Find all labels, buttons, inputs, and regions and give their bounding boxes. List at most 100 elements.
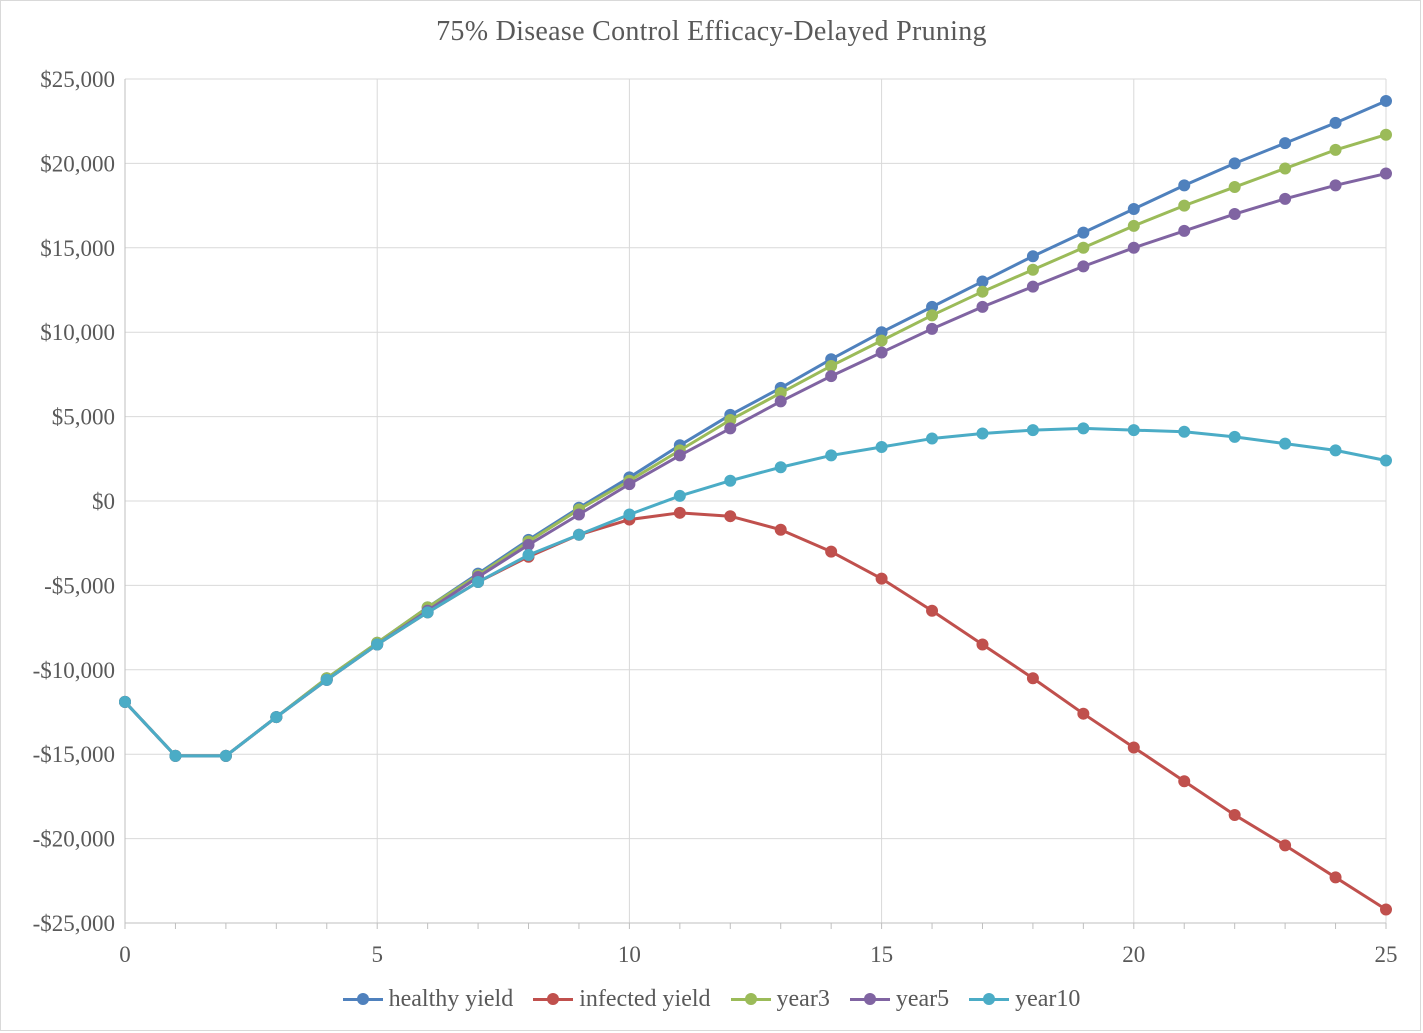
data-point	[926, 604, 939, 617]
data-point	[1178, 179, 1191, 192]
data-point	[1228, 808, 1241, 821]
data-point	[522, 549, 535, 562]
data-point	[219, 749, 232, 762]
data-point	[623, 508, 636, 521]
legend-item: year5	[849, 986, 949, 1013]
data-point	[1127, 202, 1140, 215]
legend-item: year10	[969, 986, 1080, 1013]
data-point	[1026, 280, 1039, 293]
data-point	[825, 545, 838, 558]
series-year5	[119, 167, 1392, 762]
data-point	[1127, 741, 1140, 754]
data-point	[926, 432, 939, 445]
y-tick-label: $10,000	[40, 320, 115, 345]
legend-label: healthy yield	[388, 985, 514, 1012]
data-point	[976, 638, 989, 651]
data-point	[724, 510, 737, 523]
data-point	[1077, 241, 1090, 254]
y-tick-label: $15,000	[40, 236, 115, 261]
data-point	[1077, 260, 1090, 273]
data-point	[1228, 181, 1241, 194]
series-line	[123, 426, 1387, 758]
legend-item: healthy yield	[342, 985, 514, 1013]
data-point	[1279, 192, 1292, 205]
data-point	[472, 576, 485, 589]
y-tick-label: $25,000	[40, 67, 115, 92]
legend-label: infected yield	[579, 985, 711, 1012]
data-point	[1026, 263, 1039, 276]
data-point	[1329, 871, 1342, 884]
data-point	[875, 440, 888, 453]
data-point	[825, 370, 838, 383]
legend-swatch	[342, 992, 383, 1006]
data-point	[724, 422, 737, 435]
data-point	[875, 346, 888, 359]
data-point	[623, 478, 636, 491]
data-point	[1279, 162, 1292, 175]
data-point	[1178, 224, 1191, 237]
series-line	[123, 99, 1387, 758]
series-line	[123, 511, 1387, 911]
data-point	[1178, 775, 1191, 788]
y-tick-label: -$5,000	[44, 573, 115, 598]
data-point	[1380, 128, 1392, 141]
data-point	[1178, 425, 1191, 438]
data-point	[976, 285, 989, 298]
y-tick-label: $5,000	[52, 405, 115, 430]
data-point	[1026, 250, 1039, 263]
legend: healthy yield infected yield year3 year5 yea…	[0, 982, 1423, 1016]
data-point	[926, 309, 939, 322]
data-point	[724, 474, 737, 487]
data-point	[1228, 157, 1241, 170]
data-point	[774, 395, 787, 408]
data-point	[421, 606, 434, 619]
x-tick-label: 15	[870, 942, 893, 967]
data-point	[1380, 167, 1392, 180]
data-point	[1380, 94, 1392, 107]
y-tick-label: -$25,000	[33, 911, 115, 936]
y-tick-label: -$15,000	[33, 742, 115, 767]
series-lines	[119, 94, 1392, 916]
x-tick-label: 25	[1375, 942, 1398, 967]
data-point	[1329, 444, 1342, 457]
x-tick-label: 0	[119, 942, 131, 967]
data-point	[1380, 903, 1392, 916]
y-tick-label: -$20,000	[33, 827, 115, 852]
data-point	[774, 461, 787, 474]
data-point	[1127, 219, 1140, 232]
y-tick-label: $20,000	[40, 151, 115, 176]
data-point	[1026, 672, 1039, 685]
data-point	[1127, 241, 1140, 254]
data-point	[825, 359, 838, 372]
legend-swatch	[533, 992, 574, 1006]
legend-item: year3	[730, 986, 830, 1013]
legend-swatch	[849, 992, 890, 1006]
legend-label: year10	[1015, 985, 1081, 1012]
data-point	[1077, 226, 1090, 239]
data-point	[119, 695, 131, 708]
data-point	[1329, 116, 1342, 129]
data-point	[1228, 208, 1241, 221]
x-tick-label: 20	[1122, 942, 1145, 967]
y-tick-label: -$10,000	[33, 658, 115, 683]
data-point	[522, 538, 535, 551]
series-year10	[119, 422, 1392, 762]
series-healthy-yield	[119, 94, 1392, 762]
data-point	[1026, 424, 1039, 437]
data-point	[572, 528, 585, 541]
data-point	[1077, 422, 1090, 435]
data-point	[673, 449, 686, 462]
data-point	[1127, 424, 1140, 437]
data-point	[875, 334, 888, 347]
data-point	[320, 673, 333, 686]
data-point	[1279, 839, 1292, 852]
legend-swatch	[969, 992, 1010, 1006]
data-point	[1380, 454, 1392, 467]
data-point	[673, 506, 686, 519]
data-point	[926, 322, 939, 335]
data-point	[1329, 179, 1342, 192]
data-point	[825, 449, 838, 462]
data-point	[976, 300, 989, 313]
legend-swatch	[730, 992, 771, 1006]
